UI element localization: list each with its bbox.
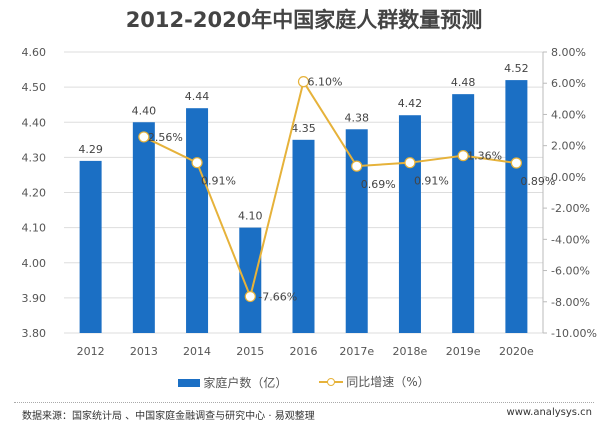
right-axis-tick: 0.00%	[551, 171, 586, 184]
right-axis-tick: -6.00%	[551, 265, 590, 278]
bar-label: 4.38	[344, 111, 369, 124]
right-axis-tick: -8.00%	[551, 296, 590, 309]
left-axis-tick: 4.10	[22, 222, 47, 235]
site-url: www.analysys.cn	[506, 407, 592, 418]
growth-label: 1.36%	[467, 150, 502, 163]
left-axis-tick: 3.90	[22, 292, 47, 305]
x-axis-tick: 2019e	[446, 345, 481, 358]
growth-point-2020e	[510, 157, 522, 169]
bar-label: 4.44	[185, 90, 210, 103]
bar-2014	[186, 108, 209, 333]
chart-title: 2012-2020年中国家庭人群数量预测	[125, 8, 483, 32]
x-axis-tick: 2018e	[393, 345, 428, 358]
bar-label: 4.29	[78, 143, 103, 156]
growth-label: -7.66%	[258, 290, 297, 303]
x-axis-tick: 2017e	[339, 345, 374, 358]
growth-point-2018e	[404, 157, 416, 169]
x-axis-tick: 2020e	[499, 345, 534, 358]
legend-item-households: 家庭户数（亿）	[178, 374, 287, 391]
x-axis-tick: 2014	[183, 345, 211, 358]
x-axis-tick: 2012	[77, 345, 105, 358]
legend-swatch-bar	[178, 378, 201, 387]
bar-2018e	[398, 115, 421, 333]
bar-2016	[292, 139, 315, 333]
right-axis-tick: 4.00%	[551, 108, 586, 121]
bar-label: 4.52	[504, 62, 529, 75]
legend-item-growth: 同比增速（%）	[319, 373, 430, 390]
bar-2017e	[345, 129, 368, 333]
legend-label-growth: 同比增速（%）	[346, 375, 430, 389]
left-axis-tick: 3.80	[22, 327, 47, 340]
bar-2012	[79, 160, 102, 333]
growth-point-2017e	[351, 160, 363, 172]
right-axis-tick: -10.00%	[551, 327, 597, 340]
bar-label: 4.10	[238, 210, 263, 223]
bar-2015	[239, 227, 262, 333]
legend: 家庭户数（亿） 同比增速（%）	[0, 373, 608, 391]
growth-label: 0.69%	[361, 178, 396, 191]
left-axis-tick: 4.20	[22, 187, 47, 200]
growth-label: 0.91%	[201, 175, 236, 188]
footer-divider	[14, 402, 594, 403]
bar-2020e	[505, 80, 528, 333]
growth-label: 2.56%	[148, 131, 183, 144]
x-axis-tick: 2016	[290, 345, 318, 358]
x-axis-tick: 2013	[130, 345, 158, 358]
bar-label: 4.35	[291, 122, 316, 135]
growth-point-2016	[297, 76, 310, 88]
legend-label-households: 家庭户数（亿）	[203, 376, 288, 390]
bar-label: 4.42	[398, 97, 423, 110]
growth-point-2019e	[457, 150, 469, 162]
right-axis-tick: -2.00%	[551, 202, 590, 215]
bar-2019e	[452, 94, 475, 334]
right-axis-tick: 2.00%	[551, 140, 586, 153]
left-axis-tick: 4.60	[22, 46, 47, 59]
left-axis-tick: 4.30	[22, 151, 47, 164]
bar-2013	[132, 122, 155, 333]
growth-point-2015	[244, 290, 256, 303]
growth-label: 0.89%	[520, 175, 555, 188]
right-axis-tick: 6.00%	[551, 77, 586, 90]
growth-label: 0.91%	[414, 175, 449, 188]
growth-point-2013	[138, 131, 150, 143]
legend-swatch-line	[319, 377, 344, 387]
bar-label: 4.40	[132, 104, 157, 117]
left-axis-tick: 4.00	[22, 257, 47, 270]
source-note: 数据来源：国家统计局 、中国家庭金融调查与研究中心 · 易观整理	[22, 411, 315, 422]
x-axis-tick: 2015	[236, 345, 264, 358]
growth-label: 6.10%	[308, 76, 343, 89]
right-axis-tick: 8.00%	[551, 46, 586, 59]
left-axis-tick: 4.50	[22, 81, 47, 94]
left-axis-tick: 4.40	[22, 116, 47, 129]
bar-label: 4.48	[451, 76, 476, 89]
growth-point-2014	[191, 157, 203, 169]
growth-line	[143, 79, 517, 300]
right-axis-tick: -4.00%	[551, 233, 590, 246]
